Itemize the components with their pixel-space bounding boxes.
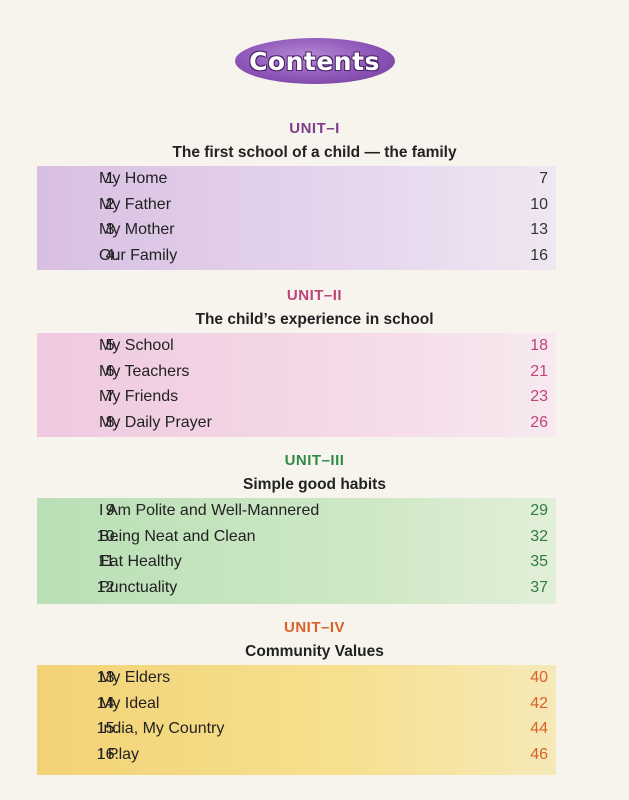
title-pill: Contents	[234, 38, 395, 84]
entry-title: Eat Healthy	[99, 553, 182, 570]
entry-number: 10.	[96, 527, 119, 545]
unit-section-1: UNIT–I The first school of a child — the…	[0, 118, 629, 270]
entry-number: 1.	[105, 170, 119, 187]
entry-number: 6.	[105, 362, 119, 380]
toc-entry[interactable]: 1. My Home 7	[37, 166, 556, 192]
toc-entry[interactable]: 4. Our Family 16	[37, 243, 556, 269]
entry-page: 26	[530, 413, 548, 431]
entry-page: 21	[530, 362, 548, 380]
unit-label: UNIT–I	[289, 120, 340, 137]
toc-entry[interactable]: 3. My Mother 13	[37, 217, 556, 243]
entry-page: 13	[530, 221, 548, 238]
entry-number: 7.	[105, 388, 119, 405]
unit-list: 13. My Elders 40 14. My Ideal 42 15. Ind…	[37, 665, 556, 775]
entry-title: My Friends	[99, 388, 179, 405]
entry-title: My Elders	[99, 669, 171, 686]
entry-title: My Father	[99, 195, 172, 213]
entry-page: 18	[530, 337, 548, 354]
entry-title: Being Neat and Clean	[99, 527, 256, 545]
entry-number: 11.	[97, 553, 119, 570]
entry-number: 9.	[105, 502, 119, 519]
entry-number: 5.	[105, 337, 119, 354]
toc-entry[interactable]: 11. Eat Healthy 35	[37, 549, 556, 575]
toc-entry[interactable]: 5. My School 18	[37, 333, 556, 359]
entry-page: 10	[530, 195, 548, 213]
entry-title: I Play	[99, 745, 140, 763]
entry-title: My School	[99, 337, 174, 354]
entry-page: 7	[539, 170, 548, 187]
toc-entry[interactable]: 16. I Play 46	[37, 742, 556, 768]
entry-number: 13.	[96, 669, 119, 686]
entry-title: Our Family	[99, 246, 178, 264]
entry-number: 15.	[96, 720, 119, 737]
entry-title: I Am Polite and Well-Mannered	[99, 502, 320, 519]
entry-page: 42	[530, 694, 548, 712]
unit-section-3: UNIT–III Simple good habits 9. I Am Poli…	[0, 450, 629, 604]
unit-section-4: UNIT–IV Community Values 13. My Elders 4…	[0, 617, 629, 775]
unit-title: The first school of a child — the family	[172, 144, 457, 161]
toc-entry[interactable]: 9. I Am Polite and Well-Mannered 29	[37, 498, 556, 524]
unit-title: Community Values	[245, 643, 384, 660]
entry-title: My Home	[99, 170, 168, 187]
entry-title: Punctuality	[99, 578, 178, 596]
unit-label: UNIT–II	[286, 287, 343, 304]
entry-page: 23	[530, 388, 548, 405]
toc-entry[interactable]: 12. Punctuality 37	[37, 575, 556, 601]
entry-page: 46	[530, 745, 548, 763]
entry-number: 8.	[105, 413, 119, 431]
unit-list: 5. My School 18 6. My Teachers 21 7. My …	[37, 333, 556, 437]
page-title: Contents	[249, 46, 380, 76]
unit-title: Simple good habits	[243, 476, 386, 493]
entry-page: 40	[530, 669, 548, 686]
entry-title: India, My Country	[99, 720, 225, 737]
unit-label: UNIT–IV	[283, 619, 345, 636]
entry-page: 35	[530, 553, 548, 570]
unit-section-2: UNIT–II The child’s experience in school…	[0, 285, 629, 437]
title-banner: Contents	[0, 38, 629, 84]
toc-entry[interactable]: 10. Being Neat and Clean 32	[37, 524, 556, 550]
toc-entry[interactable]: 15. India, My Country 44	[37, 716, 556, 742]
entry-number: 4.	[105, 246, 119, 264]
entry-number: 16.	[96, 745, 119, 763]
unit-list: 9. I Am Polite and Well-Mannered 29 10. …	[37, 498, 556, 604]
toc-entry[interactable]: 2. My Father 10	[37, 192, 556, 218]
entry-title: My Daily Prayer	[99, 413, 212, 431]
toc-entry[interactable]: 13. My Elders 40	[37, 665, 556, 691]
entry-page: 37	[530, 578, 548, 596]
unit-title: The child’s experience in school	[195, 311, 434, 328]
entry-title: My Ideal	[99, 694, 160, 712]
entry-title: My Teachers	[99, 362, 190, 380]
entry-number: 3.	[105, 221, 119, 238]
toc-entry[interactable]: 6. My Teachers 21	[37, 359, 556, 385]
entry-page: 16	[530, 246, 548, 264]
entry-page: 29	[530, 502, 548, 519]
entry-page: 32	[530, 527, 548, 545]
entry-number: 2.	[105, 195, 119, 213]
toc-entry[interactable]: 14. My Ideal 42	[37, 691, 556, 717]
toc-entry[interactable]: 7. My Friends 23	[37, 384, 556, 410]
entry-number: 14.	[96, 694, 119, 712]
unit-label: UNIT–III	[284, 452, 345, 469]
unit-list: 1. My Home 7 2. My Father 10 3. My Mothe…	[37, 166, 556, 270]
toc-entry[interactable]: 8. My Daily Prayer 26	[37, 410, 556, 436]
entry-number: 12.	[96, 578, 119, 596]
entry-title: My Mother	[99, 221, 175, 238]
entry-page: 44	[530, 720, 548, 737]
